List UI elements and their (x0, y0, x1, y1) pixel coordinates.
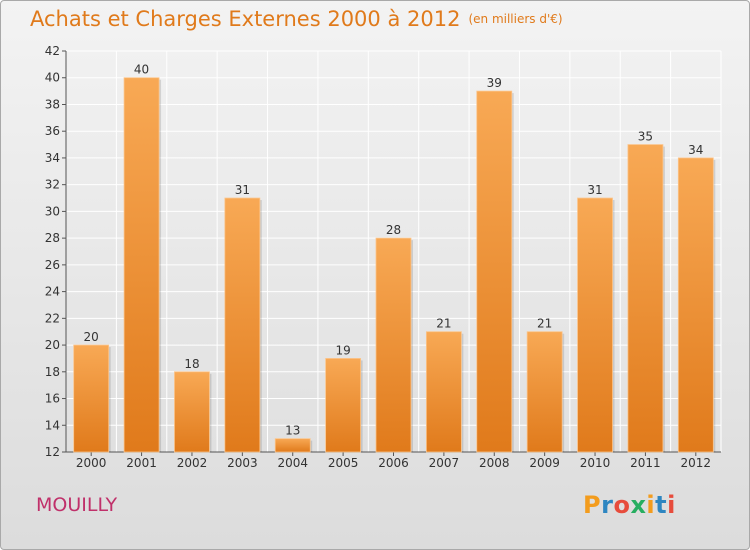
x-tick-label: 2005 (328, 456, 359, 470)
x-tick-label: 2011 (630, 456, 661, 470)
y-tick-label: 42 (45, 44, 60, 58)
bar-2011 (627, 144, 664, 453)
bar-2004 (274, 438, 311, 453)
logo-letter: P (583, 491, 602, 519)
data-label: 13 (285, 424, 300, 438)
bar-2010 (577, 197, 613, 453)
data-labels: 20 40 18 31 13 19 28 21 39 21 31 35 34 (84, 63, 704, 438)
bar-2000 (73, 344, 110, 453)
bar-2007 (425, 331, 462, 453)
data-label: 31 (235, 183, 250, 197)
data-label: 20 (84, 330, 99, 344)
chart-title: Achats et Charges Externes 2000 à 2012 (e… (30, 7, 563, 31)
data-label: 21 (436, 317, 451, 331)
data-label: 40 (134, 63, 149, 77)
data-label: 35 (638, 130, 653, 144)
bars (73, 77, 716, 453)
y-tick-label: 22 (45, 311, 60, 325)
bar-2008 (476, 90, 513, 453)
x-tick-label: 2003 (227, 456, 258, 470)
y-tick-label: 26 (45, 258, 60, 272)
x-tick-label: 2001 (126, 456, 157, 470)
chart-subtitle: (en milliers d'€) (468, 12, 563, 26)
y-tick-label: 38 (45, 97, 60, 111)
logo-letter: i (646, 491, 656, 519)
x-tick-label: 2009 (529, 456, 560, 470)
proxiti-logo: Proxiti (583, 491, 676, 519)
x-tick-label: 2008 (479, 456, 510, 470)
logo-letter: t (655, 491, 668, 519)
logo-letter: x (630, 491, 647, 519)
data-label: 34 (688, 143, 703, 157)
bar-2006 (375, 237, 412, 453)
y-tick-label: 34 (45, 151, 60, 165)
bar-2002 (174, 371, 210, 453)
axes: 12 14 16 18 20 22 24 26 28 30 32 34 36 38 40 42 2000 2001… (45, 44, 721, 470)
x-tick-label: 2002 (177, 456, 208, 470)
bar-2012 (677, 157, 714, 453)
y-tick-label: 18 (45, 365, 60, 379)
chart-title-text: Achats et Charges Externes 2000 à 2012 (30, 7, 461, 31)
logo-letter: r (601, 491, 614, 519)
y-tick-label: 16 (45, 392, 60, 406)
data-label: 19 (335, 343, 350, 357)
y-tick-label: 30 (45, 204, 60, 218)
x-tick-label: 2007 (429, 456, 460, 470)
data-label: 39 (487, 76, 502, 90)
bar-2003 (224, 197, 261, 453)
data-label: 21 (537, 317, 552, 331)
x-tick-label: 2000 (76, 456, 107, 470)
bar-2009 (526, 331, 563, 453)
x-tick-label: 2010 (580, 456, 611, 470)
y-tick-label: 24 (45, 285, 60, 299)
place-name: MOUILLY (36, 494, 118, 516)
bar-2001 (123, 77, 160, 453)
bar-2005 (325, 358, 362, 453)
y-tick-label: 14 (45, 418, 60, 432)
x-tick-label: 2012 (681, 456, 712, 470)
data-label: 31 (587, 183, 602, 197)
data-label: 18 (184, 357, 199, 371)
y-tick-label: 20 (45, 338, 60, 352)
data-label: 28 (386, 223, 401, 237)
y-tick-label: 12 (45, 445, 60, 459)
y-tick-label: 28 (45, 231, 60, 245)
logo-letter: o (613, 491, 631, 519)
y-tick-label: 32 (45, 178, 60, 192)
x-tick-label: 2006 (378, 456, 409, 470)
y-tick-label: 36 (45, 124, 60, 138)
y-tick-label: 40 (45, 71, 60, 85)
logo-letter: i (667, 491, 676, 519)
x-tick-label: 2004 (277, 456, 308, 470)
